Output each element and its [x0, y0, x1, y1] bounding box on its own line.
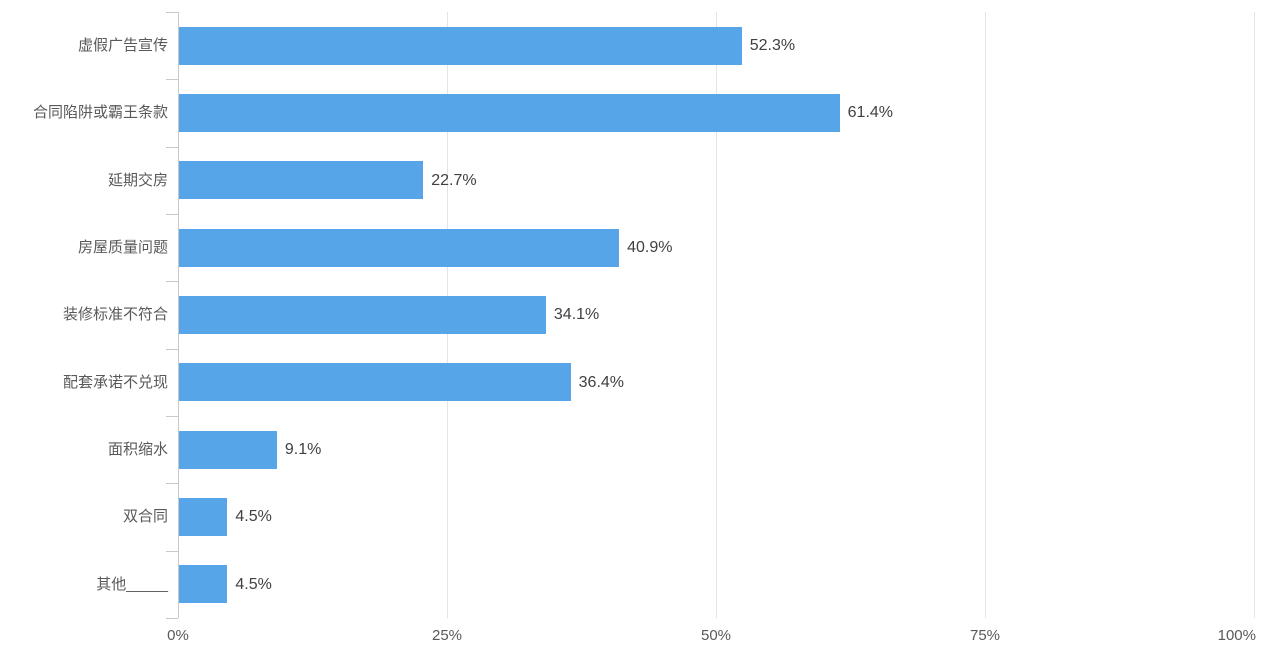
category-label: 双合同 — [122, 508, 168, 526]
value-label: 22.7% — [431, 171, 477, 189]
y-axis-tick — [166, 348, 178, 350]
y-axis-tick — [166, 79, 178, 81]
y-axis-tick — [166, 12, 178, 13]
category-label: 延期交房 — [107, 171, 168, 189]
y-axis-tick — [166, 416, 178, 417]
y-axis-tick — [166, 214, 178, 215]
value-label: 52.3% — [749, 37, 796, 54]
category-label: 其他_____ — [96, 575, 168, 593]
bar — [179, 498, 228, 536]
category-label: 虚假广告宣传 — [77, 37, 168, 54]
bar — [179, 26, 742, 65]
category-label: 面积缩水 — [107, 441, 168, 458]
value-label: 9.1% — [284, 441, 322, 458]
y-axis-tick — [166, 281, 178, 283]
y-axis-tick — [166, 483, 178, 485]
y-axis-tick — [166, 146, 178, 148]
x-axis-label: 50% — [700, 627, 732, 644]
y-axis-line — [178, 12, 179, 618]
category-label: 装修标准不符合 — [62, 306, 168, 324]
x-axis-label: 100% — [1217, 627, 1256, 644]
y-axis-tick — [166, 618, 178, 619]
gridline — [1254, 12, 1255, 618]
bar — [179, 363, 571, 402]
x-axis-label: 25% — [431, 627, 463, 644]
bar — [179, 430, 277, 469]
value-label: 34.1% — [553, 306, 600, 324]
value-label: 4.5% — [235, 575, 272, 593]
value-label: 36.4% — [578, 373, 625, 391]
category-label: 房屋质量问题 — [77, 239, 168, 256]
x-axis-label: 0% — [167, 627, 189, 644]
bar — [179, 161, 424, 200]
category-label: 配套承诺不兑现 — [62, 373, 168, 391]
value-label: 61.4% — [847, 104, 894, 122]
gridline — [985, 12, 986, 618]
bar — [179, 565, 228, 604]
value-label: 4.5% — [235, 508, 272, 526]
x-axis-label: 75% — [969, 627, 1001, 644]
bar — [179, 228, 620, 267]
category-label: 合同陷阱或霸王条款 — [32, 104, 168, 122]
gridline — [716, 12, 717, 618]
value-label: 40.9% — [627, 239, 673, 256]
bar — [179, 296, 546, 334]
bar — [179, 94, 840, 132]
y-axis-tick — [166, 550, 178, 552]
